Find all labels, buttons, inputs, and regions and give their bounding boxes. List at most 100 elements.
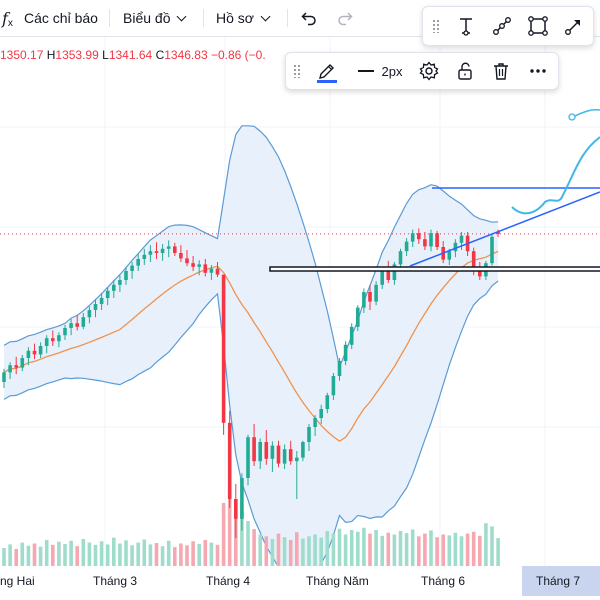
candle-body: [356, 307, 360, 327]
undo-icon: [301, 12, 316, 26]
volume-bar: [191, 541, 195, 566]
volume-bar: [75, 546, 79, 566]
candle-body: [130, 265, 134, 271]
volume-bar: [227, 485, 232, 566]
rectangle-icon[interactable]: [523, 11, 553, 41]
candle-body: [148, 251, 153, 255]
projection-path: [511, 136, 600, 215]
volume-bar: [484, 523, 488, 566]
candle-body: [392, 264, 397, 280]
horizontal-zone: [269, 266, 600, 272]
volume-bar: [374, 530, 378, 566]
candle-body: [288, 449, 293, 462]
price-chart[interactable]: [0, 37, 600, 566]
drag-handle-icon[interactable]: [432, 19, 440, 33]
profile-label: Hồ sơ: [216, 10, 254, 26]
volume-bar: [130, 545, 134, 566]
candle-body: [435, 233, 439, 247]
pen-icon[interactable]: [312, 55, 342, 85]
volume-bar: [362, 527, 366, 566]
support-trend-line: [409, 191, 600, 267]
candle-body: [209, 268, 214, 273]
candle-body: [8, 365, 12, 373]
candle-body: [136, 259, 140, 266]
arrow-icon[interactable]: [559, 11, 589, 41]
time-axis-label: Tháng 3: [93, 574, 138, 588]
chevron-down-icon: [260, 11, 271, 21]
candle-body: [307, 427, 311, 442]
indicators-button[interactable]: Các chỉ báo: [24, 0, 98, 36]
trash-icon[interactable]: [486, 56, 516, 86]
volume-bar: [51, 544, 55, 566]
candle-body: [471, 251, 476, 271]
volume-bar: [295, 532, 299, 566]
volume-bar: [368, 533, 372, 566]
volume-bar: [14, 548, 18, 566]
redo-button[interactable]: [336, 0, 354, 36]
ohlc-high-key: H: [46, 48, 56, 62]
trend-line-icon[interactable]: [487, 11, 517, 41]
candle-body: [349, 326, 354, 345]
moving-average-line: [3, 250, 499, 442]
volume-bar: [343, 534, 348, 566]
candle-body: [398, 251, 403, 265]
toolbar-divider: [109, 9, 110, 27]
candle-body: [496, 231, 500, 234]
undo-button[interactable]: [300, 0, 318, 36]
settings-icon[interactable]: [414, 56, 444, 86]
candle-body: [105, 290, 110, 298]
volume-bar: [410, 529, 415, 566]
more-icon[interactable]: [523, 56, 553, 86]
volume-bar: [93, 544, 98, 566]
candle-body: [93, 304, 98, 310]
lock-icon[interactable]: [450, 56, 480, 86]
volume-bar: [81, 539, 86, 566]
drawing-tools-panel: [422, 6, 594, 46]
candle-body: [87, 310, 92, 318]
candle-body: [203, 264, 208, 273]
volume-bar: [20, 542, 25, 566]
chart-type-dropdown[interactable]: Biểu đồ: [123, 0, 187, 36]
toolbar-divider: [203, 9, 204, 27]
volume-bar: [8, 544, 12, 566]
time-axis[interactable]: ng Hai Tháng 3 Tháng 4 Tháng Năm Tháng 6: [0, 566, 600, 600]
candle-body: [490, 236, 494, 264]
candle-body: [368, 292, 372, 302]
candle-body: [295, 457, 299, 462]
candle-body: [331, 376, 336, 396]
projection-handle: [568, 113, 576, 121]
volume-bar: [276, 533, 281, 566]
volume-bar: [69, 540, 73, 566]
time-axis-label: Tháng 4: [206, 574, 251, 588]
line-width-button[interactable]: 2px: [350, 56, 410, 86]
text-cursor-icon[interactable]: [451, 11, 481, 41]
time-axis-label: Tháng 6: [421, 574, 466, 588]
candle-body: [14, 365, 18, 368]
candle-body: [252, 437, 256, 462]
volume-bar: [154, 543, 159, 566]
candle-body: [81, 317, 86, 327]
candle-body: [258, 442, 262, 462]
volume-bar: [264, 536, 269, 566]
volume-bar: [307, 536, 311, 566]
candle-body: [185, 258, 189, 264]
candle-body: [166, 246, 171, 249]
volume-bar: [197, 543, 201, 566]
profile-dropdown[interactable]: Hồ sơ: [216, 0, 271, 36]
volume-bar: [215, 544, 220, 566]
candle-body: [429, 233, 433, 247]
volume-bar: [87, 542, 92, 566]
volume-bar: [57, 541, 61, 566]
candle-body: [319, 409, 323, 418]
candle-body: [179, 253, 183, 259]
volume-bar: [337, 528, 342, 566]
candle-body: [276, 445, 281, 464]
volume-bar: [221, 503, 226, 566]
candle-body: [453, 242, 458, 252]
drag-handle-icon[interactable]: [293, 64, 301, 78]
volume-bar: [185, 545, 189, 566]
volume-bar: [435, 537, 439, 566]
volume-bar: [136, 542, 140, 566]
volume-bar: [118, 543, 122, 566]
